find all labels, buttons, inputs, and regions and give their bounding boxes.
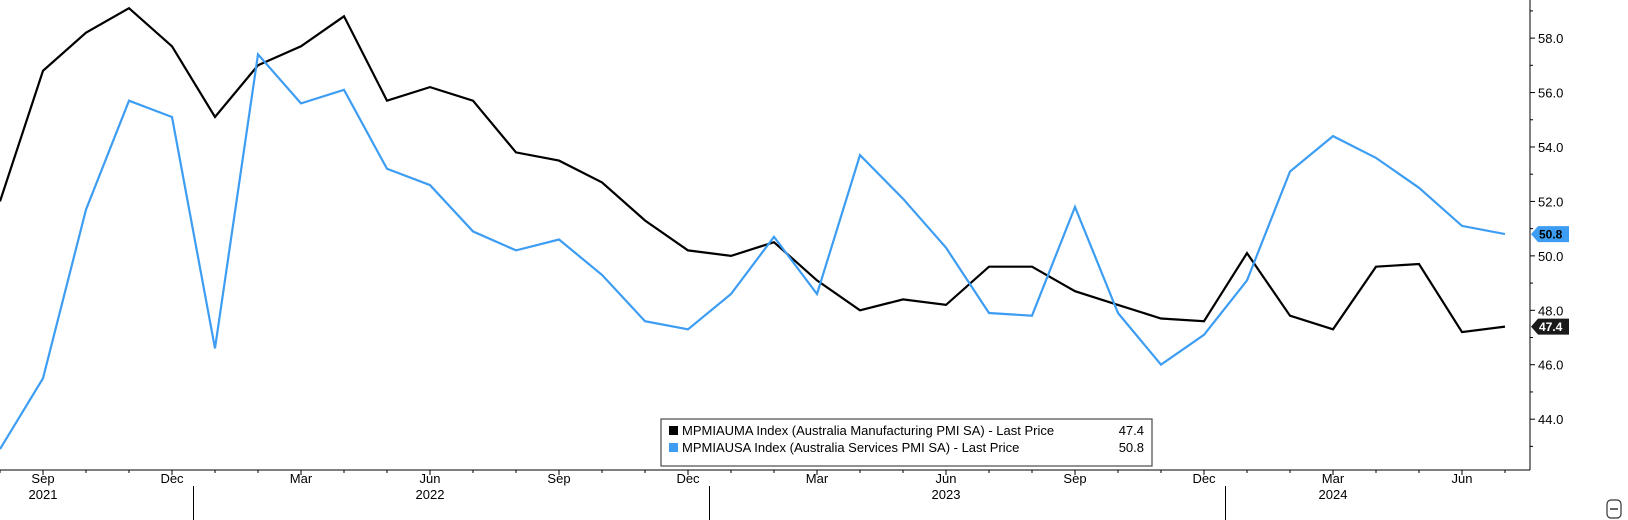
y-tick-label: 56.0 [1538,86,1563,101]
x-tick-label: Dec [160,471,184,486]
y-tick-label: 54.0 [1538,140,1563,155]
x-tick-label: Sep [1063,471,1086,486]
manufacturing-pmi-line [0,6,1506,334]
tick-labels: 44.0 46.0 48.0 50.0 52.0 54.0 56.0 58.0 Sep Dec Ma… [0,10,1563,520]
manufacturing-legend-value: 47.4 [1119,423,1144,438]
x-tick-label: Jun [1452,471,1473,486]
x-tick-label: Mar [290,471,313,486]
x-year-label: 2022 [416,487,445,502]
y-tick-label: 46.0 [1538,358,1563,373]
series-lines [0,6,1506,450]
y-tick-label: 50.0 [1538,249,1563,264]
x-tick-label: Jun [936,471,957,486]
y-tick-label: 52.0 [1538,194,1563,209]
last-value-tags: 47.4 50.8 [1531,226,1569,335]
x-tick-label: Dec [676,471,700,486]
services-legend-swatch [669,443,678,452]
manufacturing-last-value-tag [1531,318,1569,335]
y-tick-label: 44.0 [1538,412,1563,427]
axes [0,0,1531,471]
x-tick-label: Sep [31,471,54,486]
services-last-value-label: 50.8 [1539,228,1563,242]
x-year-label: 2023 [932,487,961,502]
x-tick-label: Mar [1322,471,1345,486]
legend-box [660,418,1153,467]
manufacturing-last-value-label: 47.4 [1539,320,1563,334]
legend: MPMIAUMA Index (Australia Manufacturing … [660,418,1153,467]
manufacturing-legend-swatch [669,426,678,435]
services-last-value-tag [1531,226,1569,243]
x-year-label: 2024 [1319,487,1348,502]
y-tick-label: 58.0 [1538,31,1563,46]
x-year-label: 2021 [29,487,58,502]
services-pmi-line [0,51,1506,450]
x-tick-label: Sep [547,471,570,486]
y-tick-label: 48.0 [1538,303,1563,318]
services-legend-label: MPMIAUSA Index (Australia Services PMI S… [682,440,1019,455]
corner-control[interactable] [1606,499,1622,519]
x-tick-label: Jun [420,471,441,486]
manufacturing-legend-label: MPMIAUMA Index (Australia Manufacturing … [682,423,1054,438]
services-legend-value: 50.8 [1119,440,1144,455]
x-tick-label: Dec [1192,471,1216,486]
x-tick-label: Mar [806,471,829,486]
